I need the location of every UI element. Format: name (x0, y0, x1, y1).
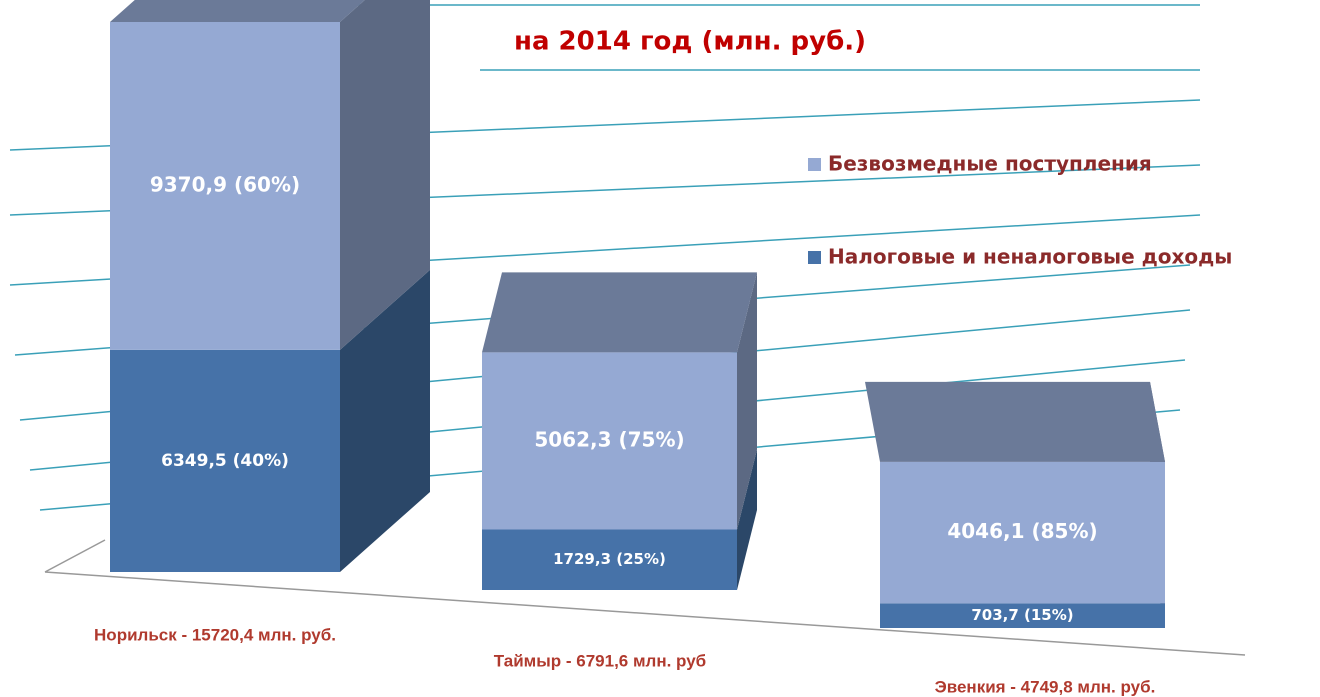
bar-front (482, 529, 737, 590)
value-label: 703,7 (15%) (971, 606, 1073, 624)
bar-top (110, 0, 365, 22)
bar-side (340, 0, 430, 350)
bar-side (340, 269, 430, 572)
value-label: 6349,5 (40%) (161, 451, 289, 471)
legend-label: Безвозмедные поступления (828, 152, 1152, 176)
chart-title: на 2014 год (млн. руб.) (514, 27, 866, 57)
legend-swatch (808, 158, 821, 171)
bar-front (880, 461, 1165, 604)
x-tick-label: Таймыр - 6791,6 млн. руб (494, 651, 706, 670)
value-label: 9370,9 (60%) (150, 172, 300, 196)
value-label: 4046,1 (85%) (947, 519, 1097, 543)
bar-front (110, 22, 340, 350)
bar-top (865, 381, 1165, 462)
floor (44, 539, 1246, 656)
x-tick-label: Норильск - 15720,4 млн. руб. (94, 625, 336, 644)
floor-edge (44, 571, 1246, 656)
bar-side (737, 449, 757, 590)
bar-top (482, 272, 757, 353)
floor-edge (44, 539, 106, 573)
value-label: 1729,3 (25%) (553, 550, 666, 568)
legend-label: Налоговые и неналоговые доходы (828, 245, 1232, 269)
x-tick-label: Эвенкия - 4749,8 млн. руб. (935, 677, 1156, 696)
bar-front (110, 349, 340, 572)
value-label: 5062,3 (75%) (534, 427, 684, 451)
bar-front (482, 352, 737, 530)
bar-side (737, 272, 757, 530)
legend-swatch (808, 251, 821, 264)
bar-front (880, 603, 1165, 628)
